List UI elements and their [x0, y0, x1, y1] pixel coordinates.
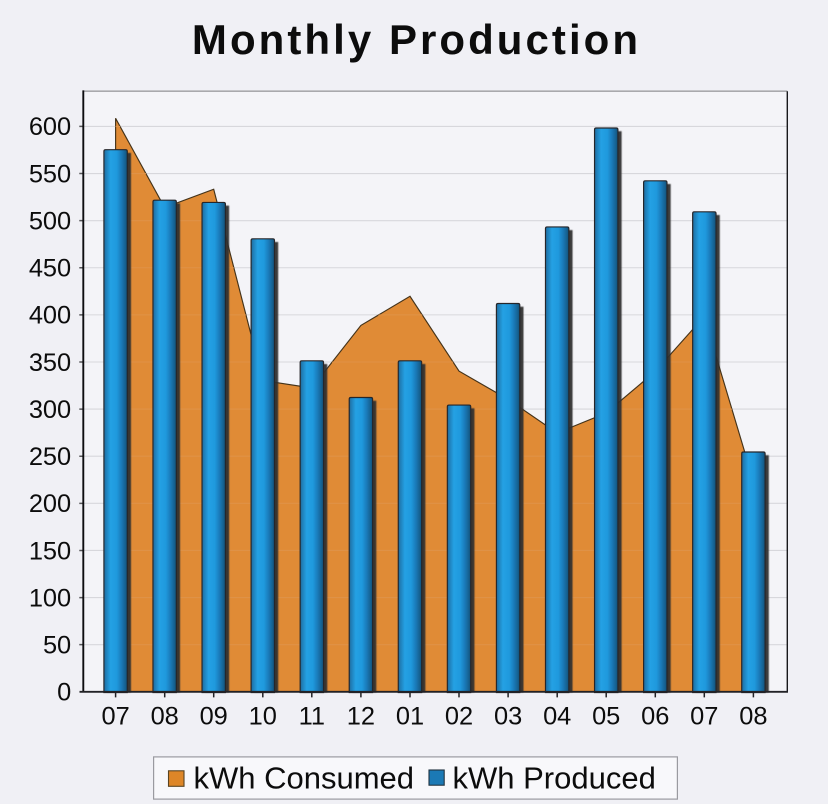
svg-text:09: 09 — [200, 703, 228, 731]
svg-text:300: 300 — [29, 396, 71, 424]
svg-text:08: 08 — [739, 703, 767, 731]
svg-text:04: 04 — [543, 703, 571, 731]
svg-text:02: 02 — [445, 703, 473, 731]
svg-text:07: 07 — [690, 703, 718, 731]
svg-text:550: 550 — [29, 160, 71, 188]
svg-text:03: 03 — [494, 703, 522, 731]
svg-text:200: 200 — [29, 490, 71, 518]
svg-text:450: 450 — [29, 255, 71, 283]
svg-text:01: 01 — [396, 703, 424, 731]
svg-text:06: 06 — [641, 703, 669, 731]
svg-text:600: 600 — [29, 113, 71, 141]
svg-text:10: 10 — [249, 703, 277, 731]
svg-text:150: 150 — [29, 537, 71, 565]
svg-text:07: 07 — [101, 703, 129, 731]
svg-text:500: 500 — [29, 207, 71, 235]
svg-text:11: 11 — [299, 703, 325, 731]
svg-text:Monthly Production: Monthly Production — [192, 16, 641, 63]
svg-text:100: 100 — [29, 584, 71, 612]
svg-text:0: 0 — [57, 679, 71, 707]
svg-text:250: 250 — [29, 443, 71, 471]
svg-text:400: 400 — [29, 302, 71, 330]
svg-text:05: 05 — [592, 703, 620, 731]
svg-text:kWh Consumed: kWh Consumed — [194, 761, 415, 796]
svg-text:08: 08 — [151, 703, 179, 731]
svg-text:kWh Produced: kWh Produced — [453, 761, 656, 796]
svg-text:50: 50 — [43, 632, 71, 660]
svg-text:350: 350 — [29, 349, 71, 377]
svg-text:12: 12 — [347, 703, 375, 731]
